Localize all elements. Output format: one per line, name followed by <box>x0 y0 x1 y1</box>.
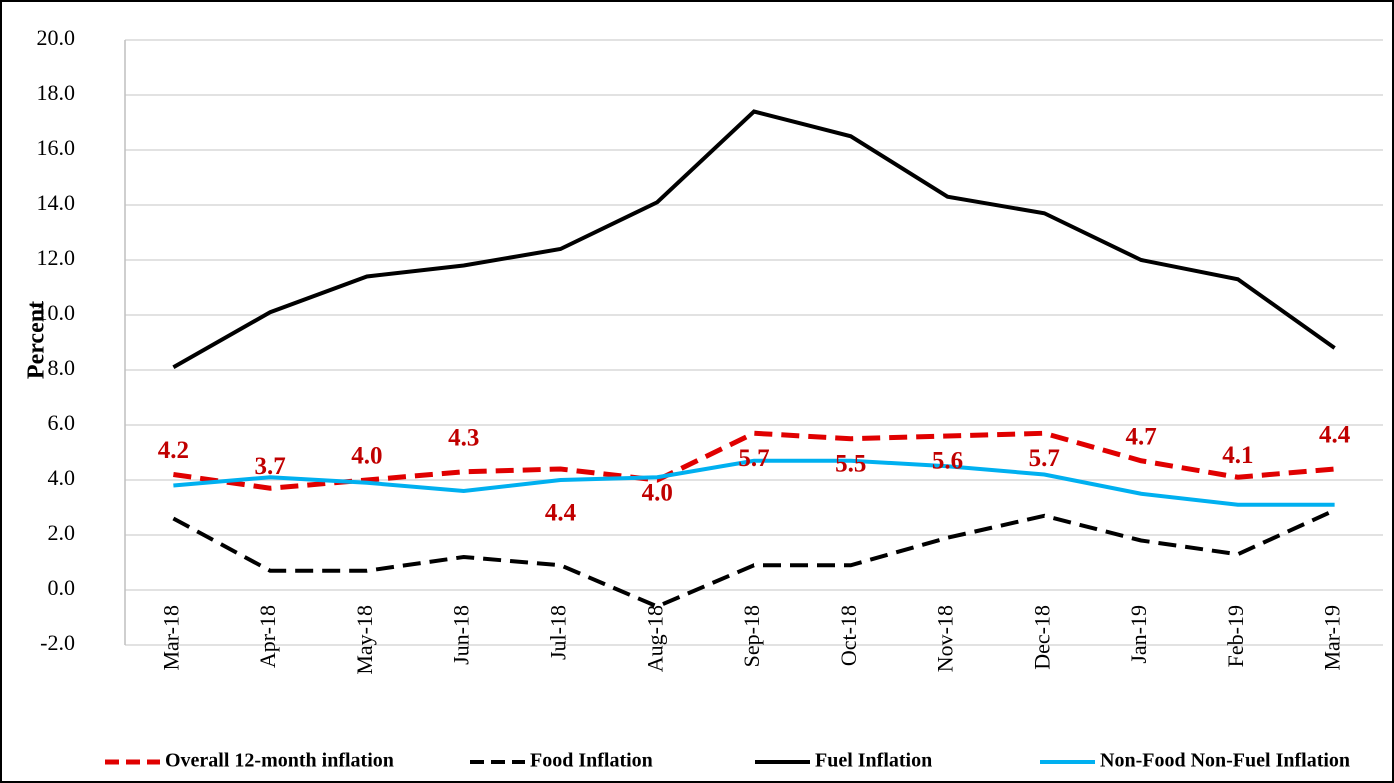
y-tick-label: 12.0 <box>37 245 76 270</box>
legend-label: Fuel Inflation <box>815 750 932 772</box>
series-line <box>173 458 1335 507</box>
y-tick-label: 0.0 <box>48 575 76 600</box>
data-label: 5.5 <box>835 450 866 477</box>
x-tick-label: Aug-18 <box>642 605 667 672</box>
x-tick-label: Sep-18 <box>739 605 764 667</box>
x-tick-label: Jan-19 <box>1126 605 1151 664</box>
y-tick-label: 10.0 <box>37 300 76 325</box>
data-label: 4.2 <box>158 437 189 464</box>
data-label: 4.4 <box>1319 422 1351 449</box>
x-tick-label: Feb-19 <box>1223 605 1248 667</box>
x-tick-label: Mar-19 <box>1320 605 1345 671</box>
y-tick-label: 18.0 <box>37 80 76 105</box>
data-label: 4.1 <box>1222 442 1253 469</box>
legend-label: Overall 12-month inflation <box>165 750 394 772</box>
legend-label: Non-Food Non-Fuel Inflation <box>1100 750 1350 772</box>
y-tick-label: 20.0 <box>37 25 76 50</box>
x-tick-label: May-18 <box>352 605 377 675</box>
x-tick-label: Dec-18 <box>1029 605 1054 670</box>
y-axis-title: Percent <box>24 301 50 379</box>
data-label: 4.3 <box>448 424 479 451</box>
data-label: 4.0 <box>351 443 382 470</box>
series-line <box>172 109 1336 369</box>
y-tick-label: 4.0 <box>48 465 76 490</box>
data-label: 5.7 <box>738 445 769 472</box>
data-label: 3.7 <box>255 453 286 480</box>
x-tick-label: Jul-18 <box>546 605 571 660</box>
y-tick-label: -2.0 <box>40 630 75 655</box>
x-tick-label: Nov-18 <box>933 605 958 672</box>
x-tick-label: Jun-18 <box>449 605 474 665</box>
y-tick-label: 2.0 <box>48 520 76 545</box>
x-tick-label: Apr-18 <box>255 605 280 668</box>
data-label: 5.6 <box>932 448 963 475</box>
y-tick-label: 8.0 <box>48 355 76 380</box>
data-label: 4.0 <box>642 480 673 507</box>
data-label: 5.7 <box>1029 445 1060 472</box>
series-line <box>172 508 1336 609</box>
series-line <box>173 430 1335 491</box>
data-label: 4.7 <box>1125 423 1156 450</box>
y-tick-label: 6.0 <box>48 410 76 435</box>
x-tick-label: Oct-18 <box>836 605 861 666</box>
y-tick-label: 14.0 <box>37 190 76 215</box>
legend-label: Food Inflation <box>530 750 653 772</box>
y-tick-label: 16.0 <box>37 135 76 160</box>
x-tick-label: Mar-18 <box>158 605 183 671</box>
data-label: 4.4 <box>545 500 577 527</box>
